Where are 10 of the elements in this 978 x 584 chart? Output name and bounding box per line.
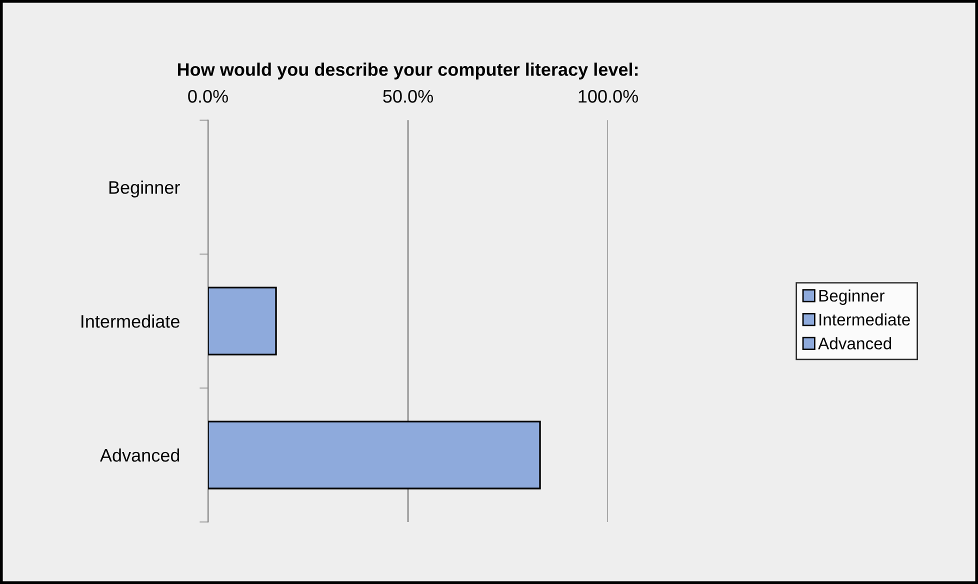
- y-tick-label: Beginner: [109, 180, 180, 198]
- x-tick-label: 0.0%: [188, 90, 228, 103]
- legend-label: Beginner: [819, 289, 884, 305]
- x-tick-label: 50.0%: [383, 90, 433, 103]
- y-tick-label: Intermediate: [82, 314, 180, 328]
- legend-label: Advanced: [818, 337, 892, 350]
- chart-title: How would you describe your computer literacy level:: [178, 62, 638, 80]
- y-tick-label: Advanced: [100, 448, 180, 462]
- legend-label: Intermediate: [820, 313, 910, 326]
- x-tick-label: 100.0%: [578, 90, 638, 103]
